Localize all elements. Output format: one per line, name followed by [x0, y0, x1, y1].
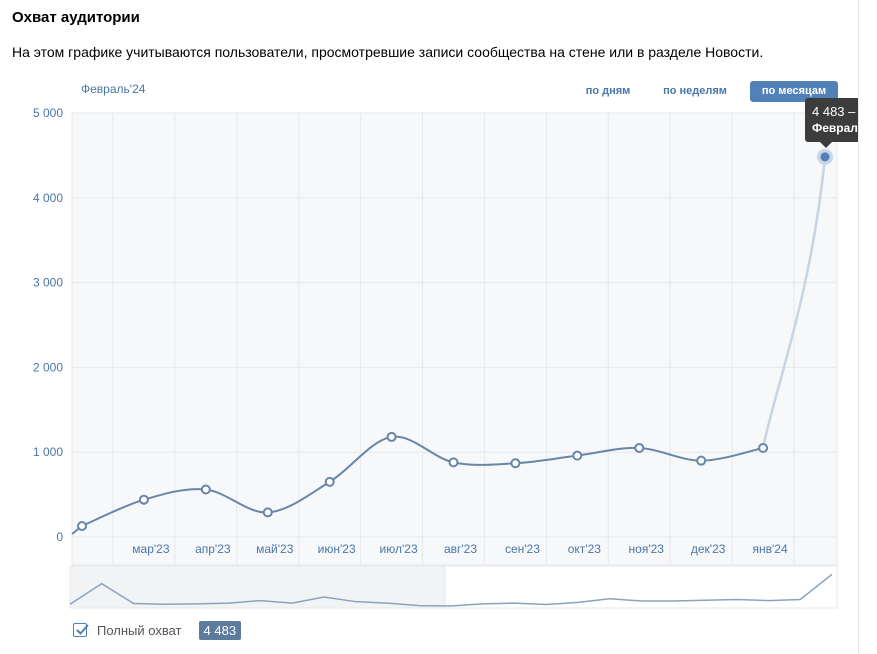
x-tick-label: мар'23: [132, 542, 170, 556]
series-line-current: [761, 156, 827, 449]
period-label: Февраль'24: [81, 82, 146, 96]
y-tick-label: 1 000: [33, 445, 63, 459]
x-tick-label: апр'23: [195, 542, 231, 556]
y-tick-label: 2 000: [33, 360, 63, 374]
x-tick-label: дек'23: [691, 542, 726, 556]
data-point: [448, 457, 459, 468]
data-point: [696, 455, 707, 466]
range-navigator[interactable]: [69, 565, 838, 609]
y-axis: 0 1 000 2 000 3 000 4 000 5 000: [33, 106, 63, 544]
data-point: [758, 442, 769, 453]
y-tick-label: 5 000: [33, 106, 63, 120]
data-point-highlighted: [820, 152, 830, 162]
data-point: [634, 442, 645, 453]
by-weeks-button[interactable]: по неделям: [663, 85, 727, 97]
x-tick-label: сен'23: [505, 542, 540, 556]
series-checkbox[interactable]: [73, 623, 89, 637]
checkmark-icon: [76, 624, 89, 635]
x-tick-label: ноя'23: [629, 542, 665, 556]
chart-grid: [71, 112, 838, 566]
by-months-button[interactable]: по месяцам: [750, 81, 838, 102]
navigator-line: [69, 573, 833, 607]
x-tick-label: авг'23: [444, 542, 477, 556]
y-tick-label: 0: [56, 530, 63, 544]
plot-area: [72, 113, 837, 565]
data-point: [386, 431, 397, 442]
x-axis: мар'23 апр'23 май'23 июн'23 июл'23 авг'23 сен'…: [132, 542, 788, 556]
plot-background: [72, 113, 837, 565]
chart-legend: Полный охват 4 483: [73, 620, 242, 640]
data-point: [324, 476, 335, 487]
data-point: [77, 520, 87, 531]
by-days-button[interactable]: по дням: [585, 85, 631, 97]
page-title: Охват аудитории: [12, 9, 140, 26]
data-point: [510, 458, 521, 469]
x-tick-label: окт'23: [568, 542, 602, 556]
series-points: [77, 148, 833, 531]
data-point: [572, 450, 583, 461]
x-tick-label: июн'23: [318, 542, 356, 556]
x-tick-label: июл'23: [380, 542, 418, 556]
chart-description: На этом графике учитываются пользователи…: [12, 44, 764, 60]
tooltip-arrow: [820, 142, 832, 148]
x-tick-label: янв'24: [753, 542, 788, 556]
y-tick-label: 3 000: [33, 276, 63, 290]
legend-total-badge: 4 483: [198, 620, 242, 640]
y-tick-label: 4 000: [33, 191, 63, 205]
legend-series-label: Полный охват: [97, 622, 182, 638]
navigator-unselected: [70, 566, 445, 608]
data-point: [262, 507, 273, 518]
navigator-frame: [69, 565, 838, 609]
x-tick-label: май'23: [256, 542, 294, 556]
navigator-selection: [444, 565, 838, 609]
data-point: [200, 484, 211, 495]
page-scrollbar[interactable]: [858, 0, 877, 654]
data-point: [138, 494, 149, 505]
